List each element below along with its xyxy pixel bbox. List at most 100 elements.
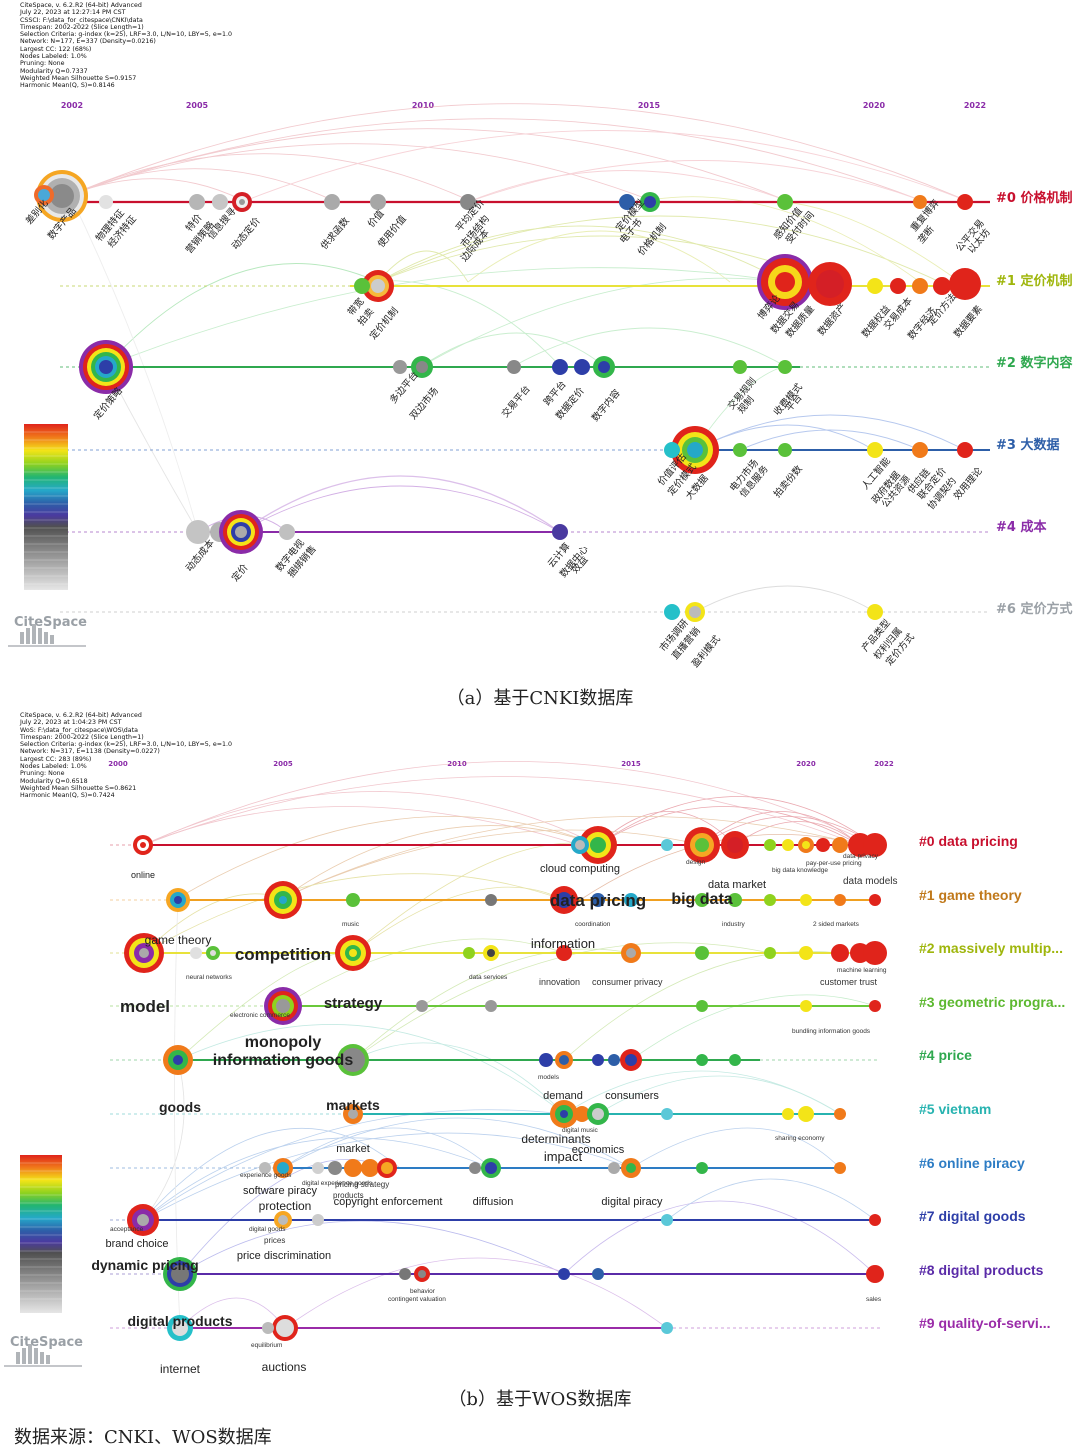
node xyxy=(890,278,906,294)
node xyxy=(210,950,216,956)
cluster-label-6: #6 online piracy xyxy=(919,1155,1025,1171)
cluster-label-5: #5 vietnam xyxy=(919,1101,991,1117)
node xyxy=(262,1322,274,1334)
keyword-label: software piracy xyxy=(243,1185,317,1197)
node xyxy=(598,361,610,373)
data-source-note: 数据来源：CNKI、WOS数据库 xyxy=(14,1427,272,1448)
year-tick: 2015 xyxy=(621,760,641,768)
node xyxy=(624,893,638,907)
cluster-1-nodes xyxy=(354,254,981,310)
svg-text:pay-per-use pricing: pay-per-use pricing xyxy=(806,860,862,867)
node xyxy=(186,520,210,544)
keyword-label: economics xyxy=(572,1144,625,1156)
cluster-label-0: #0 价格机制 xyxy=(996,190,1072,206)
node xyxy=(171,1265,189,1283)
node xyxy=(277,1162,289,1174)
node-labels: 差别化 数字产品 物理特征 经济特征 特价 营销策略 信息搜寻 动态定价 供求函… xyxy=(23,197,993,670)
node-label: 数据资产 xyxy=(815,301,849,338)
svg-text:innovation: innovation xyxy=(539,977,580,987)
node xyxy=(661,1214,673,1226)
svg-text:equilibrium: equilibrium xyxy=(251,1342,282,1349)
node xyxy=(312,1162,324,1174)
keyword-label: protection xyxy=(259,1199,312,1213)
timeline-diagram-cnki: 2002 2005 2010 2015 2020 2022 xyxy=(8,101,1072,670)
node xyxy=(800,894,812,906)
year-tick: 2005 xyxy=(186,101,209,110)
keyword-label: copyright enforcement xyxy=(334,1196,443,1208)
cluster-3-nodes xyxy=(264,987,881,1025)
keyword-label: strategy xyxy=(324,995,383,1012)
node xyxy=(913,195,927,209)
node xyxy=(816,838,830,852)
keyword-labels-medium: game theory information data market clou… xyxy=(106,863,767,1376)
svg-text:data models: data models xyxy=(843,876,897,887)
svg-text:machine learning: machine learning xyxy=(837,967,887,974)
node xyxy=(393,360,407,374)
node xyxy=(799,946,813,960)
svg-text:contingent valuation: contingent valuation xyxy=(388,1296,446,1303)
svg-text:models: models xyxy=(538,1074,560,1081)
node xyxy=(361,1159,379,1177)
node-label: 定价 xyxy=(229,561,251,584)
year-tick: 2000 xyxy=(108,760,128,768)
svg-text:neural networks: neural networks xyxy=(186,974,233,981)
node xyxy=(370,194,386,210)
node-label: 价值 xyxy=(365,207,387,230)
cluster-6-nodes xyxy=(664,602,883,622)
node xyxy=(867,278,883,294)
cluster-5-nodes xyxy=(343,1100,846,1128)
node xyxy=(592,1108,604,1120)
node xyxy=(778,360,792,374)
node xyxy=(556,945,572,961)
node xyxy=(733,443,747,457)
node xyxy=(644,196,656,208)
node xyxy=(802,841,810,849)
node xyxy=(172,1320,188,1336)
node xyxy=(775,272,795,292)
timeline-panel-cnki: CiteSpace, v. 6.2.R2 (64-bit) Advanced J… xyxy=(0,0,1080,690)
cluster-label-8: #8 digital products xyxy=(919,1262,1044,1278)
keyword-label: market xyxy=(336,1143,370,1155)
node-label: 双边市场 xyxy=(407,385,441,422)
node xyxy=(592,1054,604,1066)
node xyxy=(619,194,635,210)
cluster-4-nodes xyxy=(186,510,568,554)
cluster-timelines xyxy=(110,844,880,1329)
cluster-9-nodes xyxy=(167,1315,673,1341)
keyword-label: consumers xyxy=(605,1090,659,1102)
node xyxy=(591,893,605,907)
node xyxy=(239,199,245,205)
year-tick: 2010 xyxy=(412,101,435,110)
node xyxy=(695,946,709,960)
cluster-label-2: #2 数字内容 xyxy=(996,355,1072,371)
node xyxy=(696,1162,708,1174)
svg-text:behavior: behavior xyxy=(410,1288,436,1295)
node xyxy=(816,270,844,298)
svg-text:bundling information goods: bundling information goods xyxy=(792,1028,871,1035)
node xyxy=(625,1054,637,1066)
year-tick: 2020 xyxy=(796,760,816,768)
node xyxy=(349,949,357,957)
svg-text:pricing strategy: pricing strategy xyxy=(335,1180,389,1189)
year-color-legend xyxy=(24,424,68,590)
node xyxy=(764,947,776,959)
node xyxy=(416,361,428,373)
cluster-2-nodes xyxy=(79,340,792,394)
svg-text:sharing economy: sharing economy xyxy=(775,1135,825,1142)
citespace-logo: CiteSpace xyxy=(8,615,87,647)
keyword-label: internet xyxy=(160,1362,201,1376)
cluster-2-nodes xyxy=(124,933,887,973)
node xyxy=(574,359,590,375)
svg-text:experience goods: experience goods xyxy=(240,1172,292,1179)
node xyxy=(867,442,883,458)
node xyxy=(782,1108,794,1120)
node xyxy=(559,1055,569,1065)
node xyxy=(590,837,606,853)
node xyxy=(139,948,149,958)
node xyxy=(687,442,703,458)
node xyxy=(190,947,202,959)
svg-text:digital experience goods: digital experience goods xyxy=(302,1180,373,1187)
node xyxy=(626,1163,636,1173)
node xyxy=(399,1268,411,1280)
keyword-label: game theory xyxy=(145,933,212,947)
